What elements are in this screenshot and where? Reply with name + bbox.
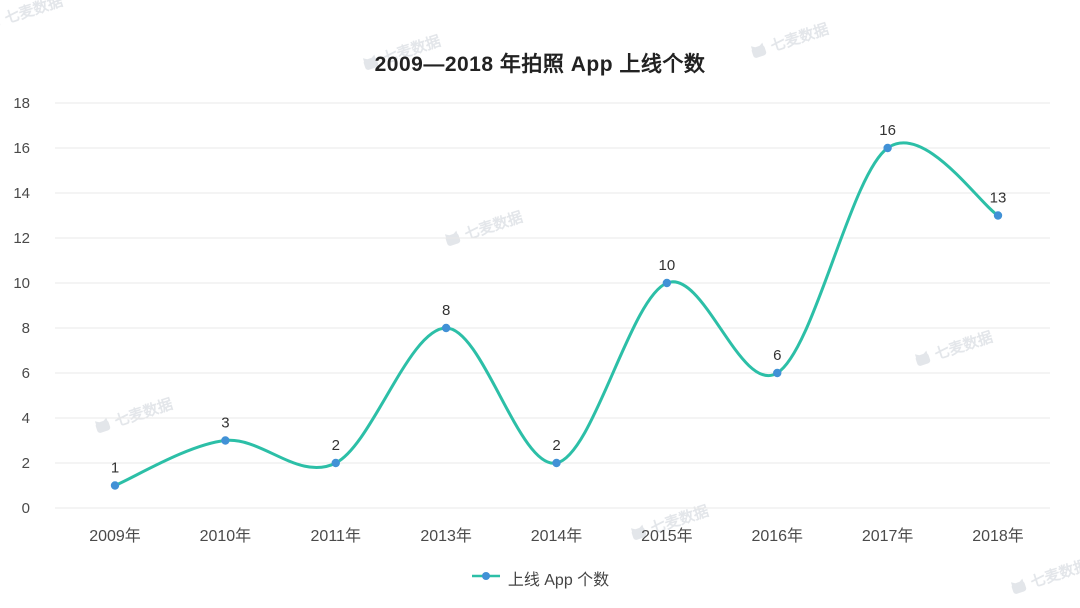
x-axis-tick-label: 2016年 [751,527,803,545]
data-point-label: 2 [552,437,560,454]
data-point-label: 13 [990,190,1007,207]
data-point[interactable] [883,143,892,153]
y-axis-tick-label: 10 [13,275,30,292]
data-point-label: 16 [879,122,896,139]
data-point-label: 2 [332,437,340,454]
data-point[interactable] [773,368,782,378]
data-point-label: 10 [659,257,676,274]
data-point[interactable] [993,211,1003,220]
y-axis-tick-label: 0 [22,500,30,517]
data-point[interactable] [110,481,120,490]
chart-title: 2009—2018 年拍照 App 上线个数 [374,53,706,76]
series-line [113,141,1000,487]
x-axis-tick-label: 2018年 [972,527,1024,545]
data-point-label: 3 [221,415,229,432]
x-axis-tick-label: 2011年 [311,527,361,545]
legend-line-marker-icon [471,569,501,587]
y-axis-tick-label: 6 [22,365,30,382]
data-point-label: 8 [442,302,450,319]
y-axis-tick-label: 18 [13,95,30,112]
data-point[interactable] [221,436,230,445]
data-point-label: 6 [773,347,781,364]
data-point[interactable] [662,278,672,288]
data-point[interactable] [331,458,340,468]
y-axis-tick-label: 16 [13,140,30,157]
x-axis-tick-label: 2013年 [420,527,472,545]
x-axis-tick-label: 2015年 [641,527,693,545]
y-axis-tick-label: 8 [22,320,30,337]
data-point-label: 1 [111,460,119,477]
legend-label: 上线 App 个数 [507,572,610,589]
data-point[interactable] [552,458,561,468]
x-axis-tick-label: 2014年 [531,527,583,545]
x-axis-tick-label: 2017年 [862,527,914,545]
y-axis-tick-label: 14 [13,185,30,202]
legend-item[interactable]: 上线 App 个数 [0,566,1080,590]
y-axis-tick-label: 4 [22,410,30,427]
y-axis-tick-label: 12 [13,230,30,247]
y-axis-tick-label: 2 [22,455,30,472]
x-axis-tick-label: 2010年 [200,527,252,545]
data-point[interactable] [441,323,451,333]
x-axis-tick-label: 2009年 [89,527,141,545]
